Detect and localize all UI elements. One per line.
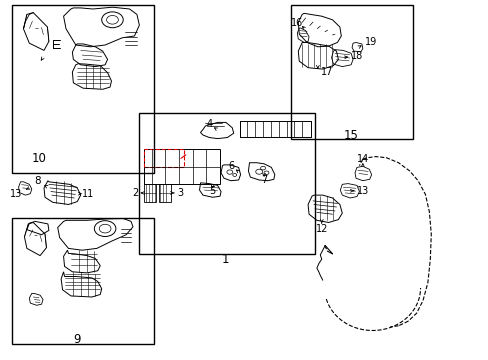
Text: 8: 8 xyxy=(34,176,41,186)
Bar xyxy=(12,218,154,344)
Text: 7: 7 xyxy=(261,175,266,185)
Bar xyxy=(139,113,315,254)
Bar xyxy=(144,184,156,202)
Text: 6: 6 xyxy=(228,161,234,171)
Text: 17: 17 xyxy=(321,67,333,77)
Text: 16: 16 xyxy=(290,18,303,28)
Text: 5: 5 xyxy=(209,186,215,196)
Text: 4: 4 xyxy=(206,119,212,129)
Bar xyxy=(290,5,412,139)
Text: 3: 3 xyxy=(177,188,183,198)
Text: 19: 19 xyxy=(364,37,376,48)
Text: 11: 11 xyxy=(81,189,94,199)
Bar xyxy=(144,149,220,184)
Text: 10: 10 xyxy=(32,152,46,165)
Bar xyxy=(12,5,154,173)
Text: 15: 15 xyxy=(343,129,358,141)
Text: 13: 13 xyxy=(9,189,22,199)
Bar xyxy=(159,184,171,202)
Text: 9: 9 xyxy=(73,333,81,346)
Text: 18: 18 xyxy=(350,51,363,61)
Text: 14: 14 xyxy=(356,154,368,164)
Text: 1: 1 xyxy=(221,253,228,266)
Text: 13: 13 xyxy=(356,186,368,196)
Bar xyxy=(144,149,184,167)
Text: 2: 2 xyxy=(132,188,138,198)
Text: 12: 12 xyxy=(315,224,327,234)
